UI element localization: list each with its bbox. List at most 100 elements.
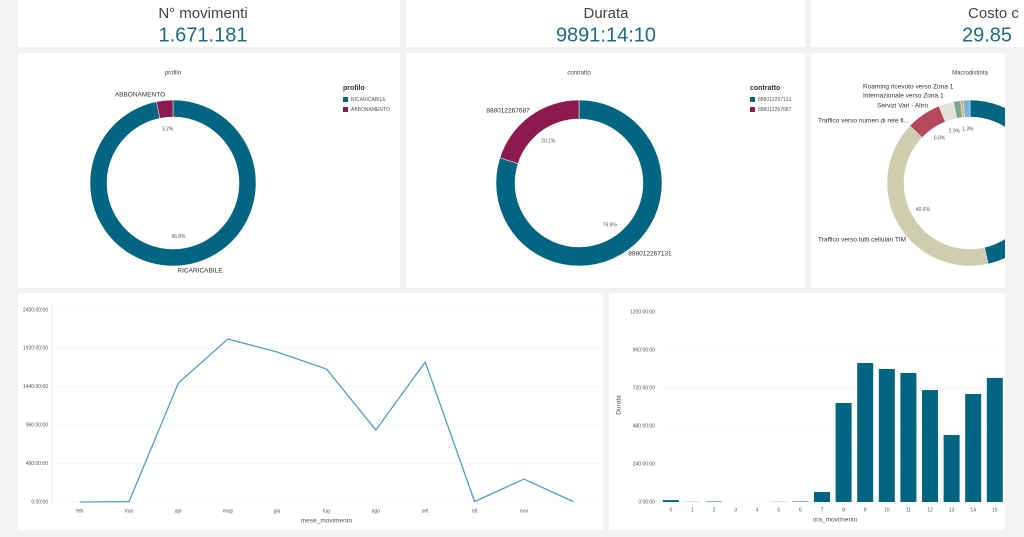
x-tick-label: 8 — [842, 507, 845, 513]
x-tick-label: ago — [372, 508, 381, 514]
pie-value-label: 6.8% — [934, 136, 946, 142]
x-tick-label: giu — [274, 508, 281, 514]
x-tick-label: feb — [76, 508, 83, 514]
pie-chart: Macrodistinta 40.6% Traffico verso tutti c… — [818, 71, 1005, 267]
bar — [814, 492, 830, 502]
pie-slice — [156, 99, 174, 119]
x-tick-label: 15 — [992, 507, 998, 513]
y-tick-label: 1200:00:00 — [630, 309, 655, 315]
kpi-clip: Costo c 29.85 — [962, 5, 1019, 46]
x-tick-label: set — [422, 508, 429, 514]
x-tick-label: 5 — [777, 507, 780, 513]
kpi-panel — [406, 0, 805, 47]
y-tick-label: 0:00:00 — [638, 499, 655, 505]
pie-category-label: 888012267687 — [486, 108, 530, 115]
pie-category-label: Roaming ricevuto verso Zona 1 — [863, 84, 954, 91]
pie-value-label: 2.9% — [949, 129, 961, 135]
x-tick-label: 13 — [949, 507, 955, 513]
y-tick-label: 480:00:00 — [633, 423, 655, 429]
legend-swatch — [750, 107, 755, 112]
legend-title: profilo — [343, 85, 365, 92]
bar — [965, 394, 982, 502]
chart-title: contratto — [567, 71, 591, 77]
x-tick-label: 0 — [669, 507, 672, 513]
bar — [922, 390, 938, 502]
x-axis-title: mese_movimento — [301, 518, 353, 525]
pie-category-label: 888012267131 — [628, 251, 672, 258]
pie-slice — [962, 99, 971, 118]
legend-title: contratto — [750, 85, 780, 92]
y-tick-label: 240:00:00 — [633, 461, 655, 467]
kpi-panel — [811, 0, 1024, 47]
x-tick-label: 7 — [821, 507, 824, 513]
y-tick-label: 960:00:00 — [26, 423, 48, 429]
bar — [943, 435, 960, 502]
legend-label: 888012267131 — [758, 97, 792, 103]
x-tick-label: ott — [472, 508, 478, 514]
legend-label: ABBONAMENTO — [351, 107, 390, 113]
chart-panel — [609, 293, 1005, 530]
kpi-title: Durata — [583, 5, 629, 22]
x-tick-label: 6 — [799, 507, 802, 513]
pie-value-label: 20.1% — [541, 138, 556, 144]
legend-swatch — [343, 107, 348, 112]
x-tick-label: apr — [175, 508, 183, 514]
bar — [900, 372, 917, 502]
x-tick-label: 3 — [734, 507, 737, 513]
kpi-title: N° movimenti — [158, 5, 247, 22]
line-chart: 0:00:00 480:00:00 960:00:00 1440:00:00 1920:… — [23, 305, 598, 525]
x-tick-label: 1 — [691, 507, 694, 513]
pie-value-label: 96.8% — [171, 234, 186, 240]
pie-slice — [495, 99, 663, 267]
x-tick-label: 4 — [756, 507, 759, 513]
y-tick-label: 1440:00:00 — [23, 384, 48, 390]
x-tick-label: 14 — [970, 507, 976, 513]
x-tick-label: lug — [323, 508, 330, 514]
pie-slice — [499, 99, 580, 164]
legend-swatch — [343, 97, 348, 102]
line-series — [79, 338, 574, 503]
y-tick-label: 480:00:00 — [26, 461, 48, 467]
pie-category-label: Traffico verso tutti cellulari TIM — [818, 237, 906, 244]
pie-value-label: 3.2% — [162, 127, 174, 133]
legend-label: RICARICABILE — [351, 97, 386, 103]
x-tick-label: 2 — [713, 507, 716, 513]
pie-slice — [89, 99, 257, 267]
kpi-value: 1.671.181 — [159, 24, 248, 46]
chart-title: Macrodistinta — [952, 71, 988, 77]
x-tick-label: mar — [125, 508, 134, 514]
bar — [878, 369, 895, 502]
chart-title: profilo — [165, 71, 182, 77]
bar — [986, 377, 1003, 502]
pie-value-label: 40.6% — [916, 207, 931, 213]
y-tick-label: 720:00:00 — [633, 385, 655, 391]
y-tick-label: 960:00:00 — [633, 347, 655, 353]
kpi-value: 9891:14:10 — [556, 24, 656, 46]
kpi-value: 29.85 — [962, 24, 1012, 46]
y-tick-label: 1920:00:00 — [23, 346, 48, 352]
bar — [662, 500, 679, 502]
x-tick-label: 9 — [864, 507, 867, 513]
x-tick-label: mag — [223, 508, 233, 514]
pie-category-label: Traffico verso numeri di rete fi... — [818, 118, 909, 125]
pie-value-label: 1.3% — [962, 126, 974, 132]
y-tick-label: 2400:00:00 — [23, 307, 48, 313]
kpi-panel — [18, 0, 400, 47]
pie-value-label: 79.9% — [603, 222, 618, 228]
legend-label: 888012267687 — [758, 107, 792, 113]
y-axis-title: Durata — [616, 395, 623, 415]
kpi-title: Costo c — [968, 5, 1019, 22]
x-axis-title: ora_movimento — [813, 517, 858, 524]
x-tick-label: 11 — [906, 507, 911, 513]
bar — [857, 362, 874, 502]
x-tick-label: 12 — [927, 507, 933, 513]
y-tick-label: 0:00:00 — [31, 499, 48, 505]
bar — [835, 403, 852, 502]
pie-category-label: Internazionale verso Zona 1 — [863, 93, 944, 100]
chart-panel — [18, 293, 603, 530]
pie-chart: contratto 79.9% 888012267131 20.1% 888012267… — [486, 71, 792, 267]
pie-category-label: RICARICABILE — [177, 268, 223, 275]
legend-swatch — [750, 97, 755, 102]
pie-chart: profilo 96.8% RICARICABILE 3.2% ABBONAMENTO p… — [89, 71, 390, 275]
